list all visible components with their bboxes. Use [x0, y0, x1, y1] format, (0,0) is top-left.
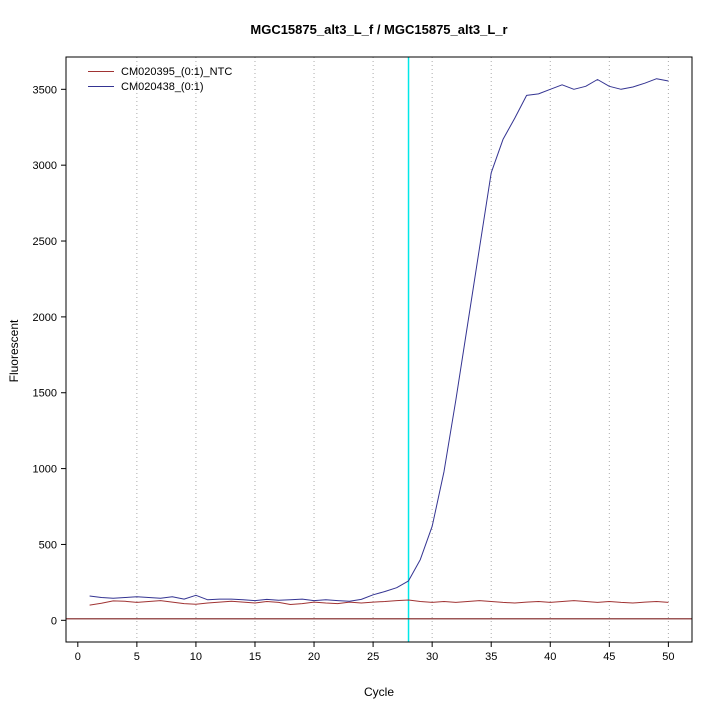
x-tick-label-10: 10 — [190, 651, 202, 663]
x-tick-label-20: 20 — [308, 651, 320, 663]
y-tick-label-1500: 1500 — [33, 388, 57, 400]
chart-legend: CM020395_(0:1)_NTC CM020438_(0:1) — [88, 64, 232, 94]
chart-title: MGC15875_alt3_L_f / MGC15875_alt3_L_r — [250, 22, 508, 37]
legend-item-ntc: CM020395_(0:1)_NTC — [88, 64, 232, 79]
y-axis-label: Fluorescent — [7, 319, 21, 383]
legend-line-swatch-sample — [88, 86, 114, 87]
legend-item-sample: CM020438_(0:1) — [88, 79, 232, 94]
y-tick-label-2500: 2500 — [33, 236, 57, 248]
legend-label-ntc: CM020395_(0:1)_NTC — [121, 65, 233, 78]
x-tick-label-50: 50 — [662, 651, 674, 663]
x-tick-label-35: 35 — [485, 651, 497, 663]
y-tick-label-3000: 3000 — [33, 160, 57, 172]
x-tick-label-25: 25 — [367, 651, 379, 663]
plot-box — [65, 56, 693, 643]
y-tick-label-1000: 1000 — [33, 464, 57, 476]
y-tick-label-0: 0 — [51, 615, 57, 627]
y-tick-label-500: 500 — [39, 539, 57, 551]
x-tick-label-45: 45 — [603, 651, 615, 663]
x-tick-label-5: 5 — [134, 651, 140, 663]
x-tick-label-15: 15 — [249, 651, 261, 663]
y-tick-label-2000: 2000 — [33, 312, 57, 324]
series-line-1 — [89, 78, 669, 602]
x-tick-label-0: 0 — [75, 651, 81, 663]
legend-line-swatch-ntc — [88, 71, 114, 72]
x-tick-label-40: 40 — [544, 651, 556, 663]
x-tick-label-30: 30 — [426, 651, 438, 663]
x-axis-label: Cycle — [363, 685, 394, 699]
y-tick-label-3500: 3500 — [33, 84, 57, 96]
series-line-0 — [89, 599, 669, 606]
legend-label-sample: CM020438_(0:1) — [121, 80, 204, 93]
